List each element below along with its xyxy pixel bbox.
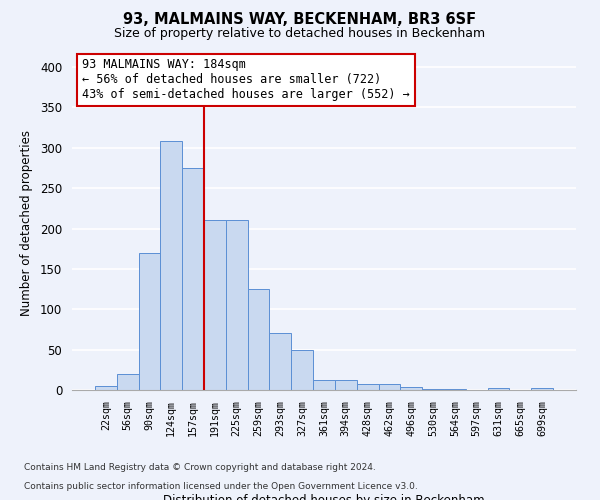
Y-axis label: Number of detached properties: Number of detached properties (20, 130, 33, 316)
Bar (291, 350, 313, 390)
Bar (248, 289, 269, 390)
Bar (313, 380, 335, 390)
Text: Contains public sector information licensed under the Open Government Licence v3: Contains public sector information licen… (24, 482, 418, 491)
Bar (488, 388, 509, 390)
Bar (269, 334, 291, 390)
Bar (531, 388, 553, 390)
Bar (335, 380, 357, 390)
Bar (226, 220, 248, 390)
Bar (117, 374, 139, 390)
Text: 93 MALMAINS WAY: 184sqm
← 56% of detached houses are smaller (722)
43% of semi-d: 93 MALMAINS WAY: 184sqm ← 56% of detache… (82, 58, 410, 102)
Text: 93, MALMAINS WAY, BECKENHAM, BR3 6SF: 93, MALMAINS WAY, BECKENHAM, BR3 6SF (124, 12, 476, 28)
X-axis label: Distribution of detached houses by size in Beckenham: Distribution of detached houses by size … (163, 494, 485, 500)
Bar (160, 142, 182, 390)
Text: Size of property relative to detached houses in Beckenham: Size of property relative to detached ho… (115, 28, 485, 40)
Bar (139, 253, 160, 390)
Bar (444, 389, 466, 390)
Bar (379, 384, 400, 390)
Bar (95, 386, 117, 390)
Bar (182, 168, 204, 390)
Text: Contains HM Land Registry data © Crown copyright and database right 2024.: Contains HM Land Registry data © Crown c… (24, 464, 376, 472)
Bar (400, 387, 422, 390)
Bar (357, 384, 379, 390)
Bar (204, 220, 226, 390)
Bar (422, 389, 444, 390)
